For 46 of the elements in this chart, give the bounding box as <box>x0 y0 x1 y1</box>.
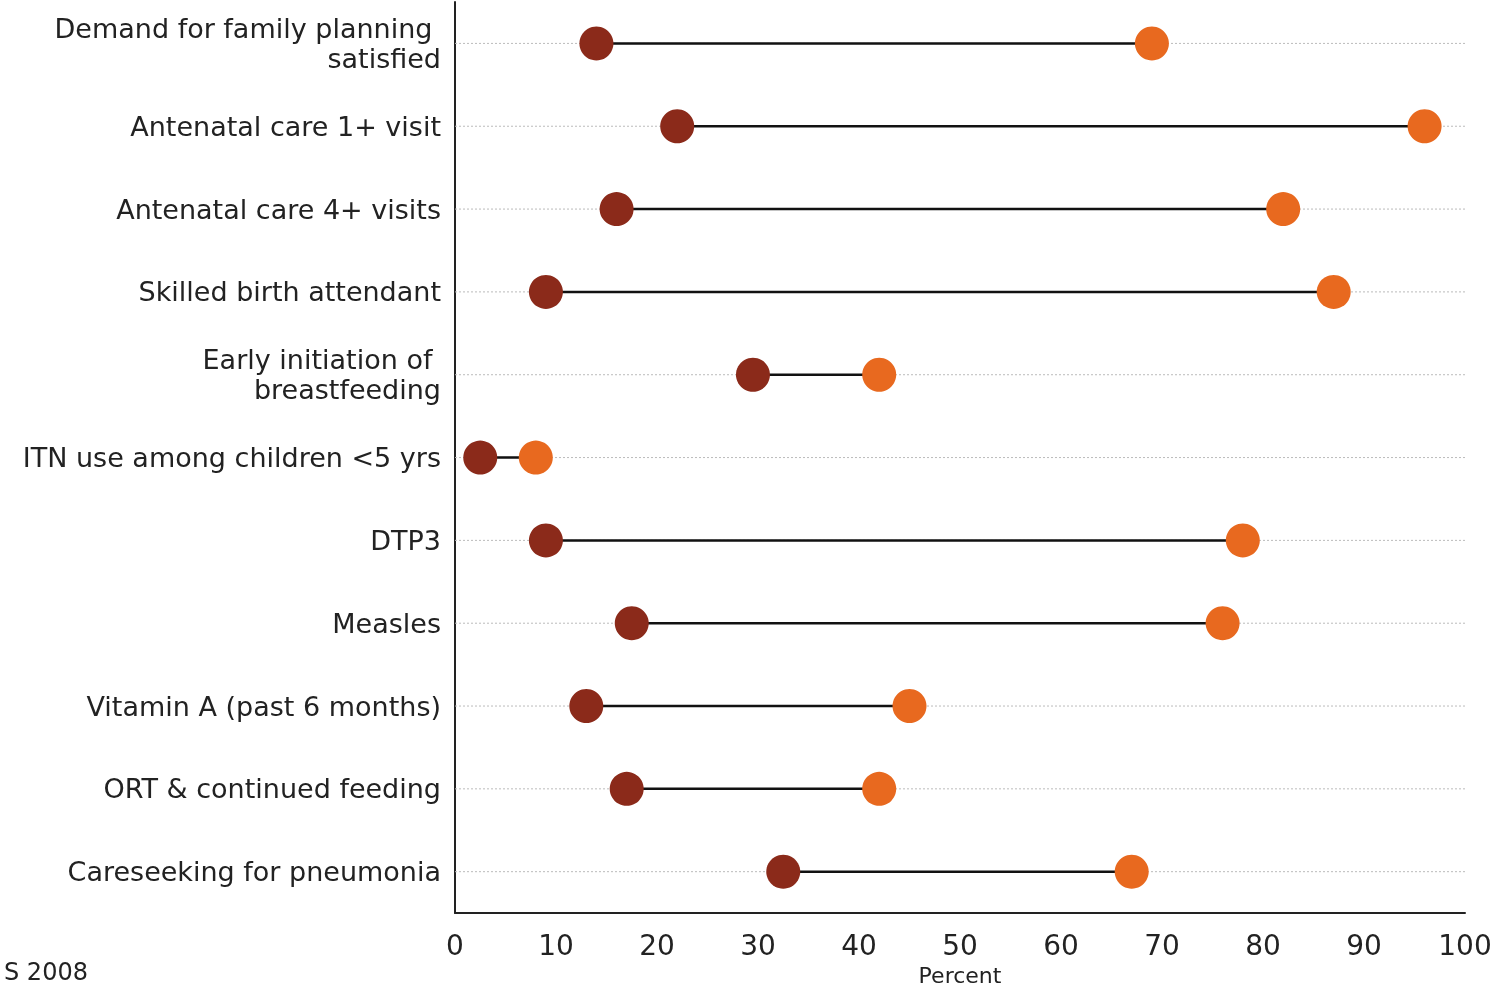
point <box>862 357 897 392</box>
x-tick-label: 10 <box>538 928 574 962</box>
point <box>862 771 897 806</box>
y-tick-label: ITN use among children <5 yrs <box>22 442 441 474</box>
x-tick-label: 90 <box>1346 928 1382 962</box>
y-tick-label: Skilled birth attendant <box>138 276 441 308</box>
point <box>579 26 614 61</box>
text: S 2008 <box>4 958 88 986</box>
y-tick-label: DTP3 <box>370 524 441 556</box>
point <box>660 109 695 144</box>
y-tick-label: Early initiation of breastfeeding <box>202 344 441 406</box>
point <box>569 689 604 724</box>
x-tick-label: 30 <box>740 928 776 962</box>
x-tick-label: 50 <box>942 928 978 962</box>
point <box>1134 26 1169 61</box>
x-tick-label: 0 <box>446 928 464 962</box>
point <box>1205 606 1240 641</box>
point <box>1114 854 1149 889</box>
point <box>1266 192 1301 227</box>
point <box>1225 523 1260 558</box>
point <box>518 440 553 475</box>
y-tick-label: Vitamin A (past 6 months) <box>86 690 441 722</box>
point <box>528 523 563 558</box>
y-tick-label: Antenatal care 1+ visit <box>130 110 441 142</box>
point <box>892 689 927 724</box>
y-tick-label: Careseeking for pneumonia <box>67 856 441 888</box>
y-tick-label: Demand for family planning satisfied <box>54 12 441 74</box>
point <box>614 606 649 641</box>
y-tick-label: Measles <box>332 607 441 639</box>
x-tick-label: 70 <box>1144 928 1180 962</box>
point <box>463 440 498 475</box>
x-axis-title: Percent <box>918 962 1002 988</box>
y-tick-label: ORT & continued feeding <box>103 773 441 805</box>
x-tick-label: 80 <box>1245 928 1281 962</box>
point <box>528 274 563 309</box>
x-tick-label: 20 <box>639 928 675 962</box>
point <box>599 192 634 227</box>
point <box>1316 274 1351 309</box>
point <box>609 771 644 806</box>
x-tick-label: 60 <box>1043 928 1079 962</box>
point <box>735 357 770 392</box>
point <box>766 854 801 889</box>
x-tick-label: 100 <box>1438 928 1492 962</box>
x-tick-label: 40 <box>841 928 877 962</box>
point <box>1407 109 1442 144</box>
y-tick-label: Antenatal care 4+ visits <box>116 193 441 225</box>
